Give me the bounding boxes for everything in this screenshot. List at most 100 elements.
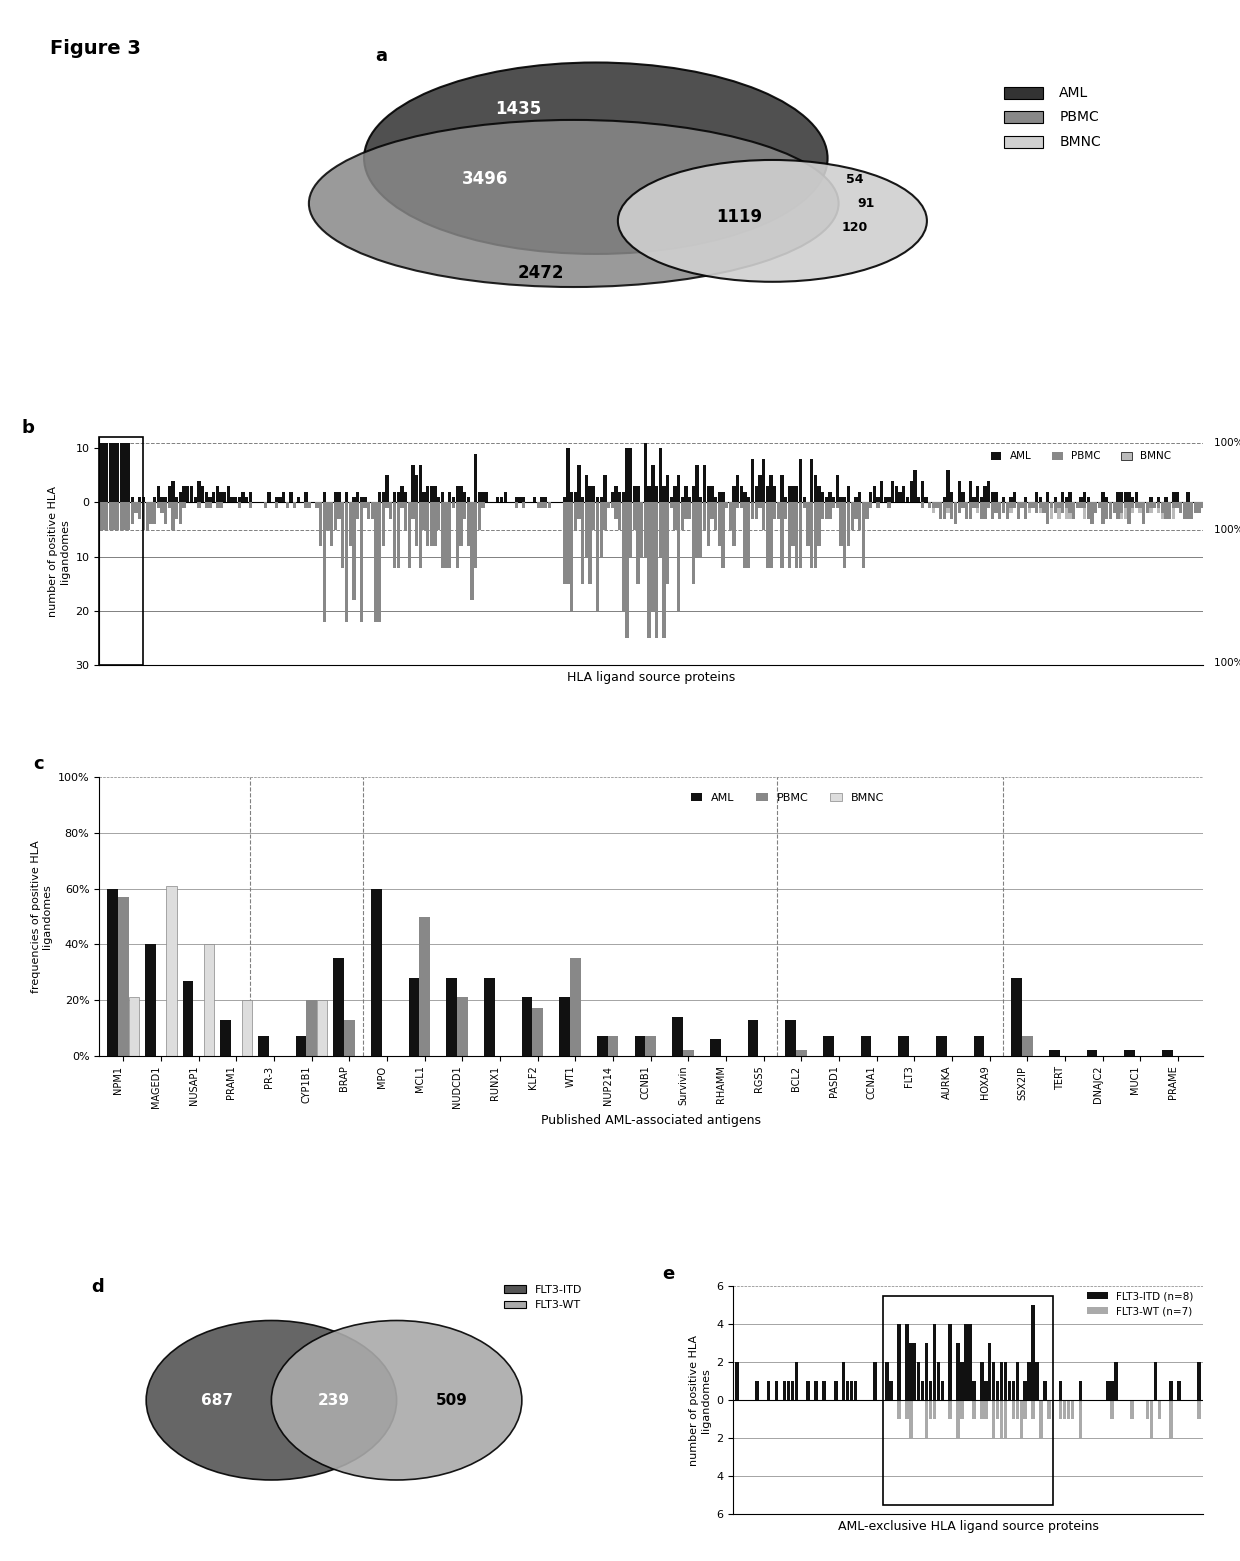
Text: b: b: [22, 418, 35, 437]
Bar: [1019, 1400, 1023, 1438]
Bar: [596, 503, 599, 610]
Bar: [179, 492, 182, 503]
Bar: [877, 503, 879, 507]
Bar: [1061, 492, 1064, 503]
Bar: [729, 503, 732, 529]
Bar: [640, 503, 644, 557]
Bar: [182, 980, 193, 1055]
Bar: [629, 503, 632, 557]
Bar: [113, 503, 115, 529]
Bar: [201, 485, 205, 503]
Bar: [644, 443, 647, 503]
Bar: [458, 997, 467, 1055]
Bar: [1071, 1400, 1074, 1419]
Bar: [961, 492, 965, 503]
Bar: [223, 492, 227, 503]
Bar: [662, 485, 666, 503]
Bar: [145, 944, 156, 1055]
Bar: [1197, 1400, 1200, 1419]
Bar: [1043, 503, 1045, 514]
Bar: [1054, 503, 1056, 514]
Bar: [884, 496, 887, 503]
Bar: [1106, 1381, 1110, 1400]
Bar: [515, 496, 518, 503]
Bar: [796, 1051, 806, 1055]
Text: e: e: [662, 1266, 675, 1283]
Bar: [160, 503, 164, 514]
Bar: [315, 503, 319, 507]
Bar: [991, 492, 994, 503]
Bar: [1079, 1381, 1083, 1400]
Bar: [197, 503, 201, 507]
Bar: [1043, 503, 1045, 514]
Bar: [238, 496, 241, 503]
Bar: [683, 1051, 693, 1055]
Y-axis label: number of positive HLA
ligandomes: number of positive HLA ligandomes: [689, 1335, 711, 1466]
Bar: [1065, 503, 1068, 518]
Bar: [322, 492, 326, 503]
Bar: [208, 496, 212, 503]
Bar: [120, 503, 123, 529]
Bar: [869, 492, 872, 503]
Bar: [537, 503, 541, 507]
Bar: [603, 476, 606, 503]
Bar: [1006, 503, 1009, 518]
Bar: [182, 503, 186, 507]
Bar: [655, 503, 658, 638]
Bar: [1116, 492, 1120, 503]
Bar: [138, 496, 141, 503]
Bar: [356, 503, 360, 518]
Bar: [603, 503, 606, 529]
Bar: [567, 448, 569, 503]
Bar: [957, 503, 961, 507]
Bar: [780, 503, 784, 568]
Bar: [839, 496, 843, 503]
Bar: [692, 503, 696, 584]
Bar: [773, 485, 776, 503]
Bar: [714, 496, 717, 503]
Bar: [994, 503, 998, 514]
Bar: [758, 503, 761, 507]
Bar: [1043, 1381, 1047, 1400]
Bar: [120, 503, 123, 518]
Bar: [205, 492, 208, 503]
Bar: [1016, 1363, 1019, 1400]
Bar: [109, 503, 112, 529]
Bar: [304, 503, 308, 507]
Bar: [216, 503, 219, 507]
Bar: [835, 1381, 837, 1400]
Bar: [1039, 1400, 1043, 1438]
Bar: [197, 481, 201, 503]
Bar: [1112, 503, 1116, 507]
Bar: [585, 476, 588, 503]
Bar: [1176, 492, 1178, 503]
Bar: [666, 476, 670, 503]
Bar: [1035, 503, 1038, 514]
Bar: [289, 492, 293, 503]
Bar: [356, 492, 360, 503]
Bar: [249, 503, 252, 507]
Bar: [1083, 492, 1086, 503]
Bar: [1024, 496, 1027, 503]
Bar: [434, 503, 436, 546]
Bar: [802, 496, 806, 503]
Bar: [477, 503, 481, 529]
Bar: [608, 1037, 619, 1055]
Bar: [851, 503, 854, 529]
Bar: [910, 481, 913, 503]
Bar: [1120, 492, 1123, 503]
Bar: [733, 503, 735, 546]
Bar: [1130, 1400, 1133, 1419]
Bar: [1017, 503, 1021, 518]
Bar: [973, 1037, 985, 1055]
Bar: [992, 1400, 996, 1438]
Bar: [931, 503, 935, 507]
Bar: [957, 503, 961, 514]
Bar: [711, 503, 713, 518]
Bar: [141, 496, 145, 503]
Bar: [885, 1363, 889, 1400]
Bar: [167, 485, 171, 503]
Bar: [684, 485, 688, 503]
Bar: [404, 492, 407, 503]
Bar: [145, 503, 149, 529]
